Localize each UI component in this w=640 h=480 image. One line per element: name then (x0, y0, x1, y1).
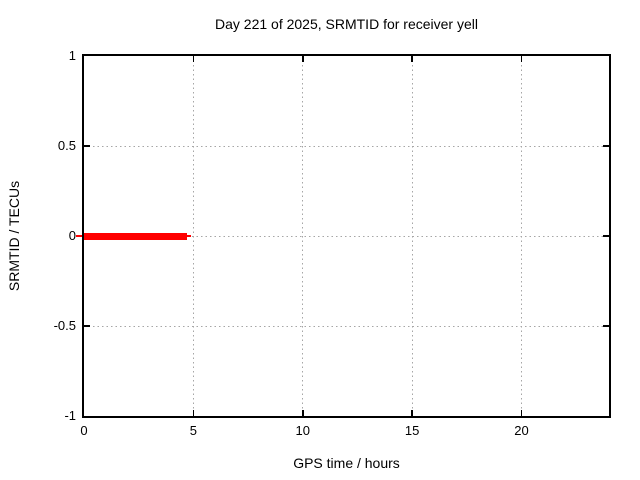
x-tickmark-bottom (192, 410, 195, 416)
y-tick-label: 1 (68, 48, 76, 63)
x-tickmark-top (302, 56, 304, 62)
x-tickmark-top (520, 56, 523, 62)
y-tick-label: -1 (64, 408, 76, 423)
x-tick-label: 0 (80, 423, 88, 438)
y-tick-label: 0.5 (57, 138, 76, 153)
y-gridline (84, 235, 609, 237)
data-line-cap-right (186, 235, 191, 237)
x-tickmark-bottom (411, 410, 413, 416)
y-tick-label: 0 (68, 228, 76, 243)
y-gridline (84, 325, 609, 327)
data-line-cap-left (76, 235, 82, 237)
y-tickmark-right (603, 325, 609, 327)
y-tickmark-right (603, 235, 609, 237)
x-tick-label: 10 (295, 423, 310, 438)
y-tickmark-left (84, 325, 90, 327)
x-tick-label: 15 (404, 423, 420, 438)
x-tick-label: 5 (189, 423, 197, 438)
y-tickmark-right (603, 145, 609, 147)
y-tickmark-left (84, 145, 90, 147)
chart-title: Day 221 of 2025, SRMTID for receiver yel… (215, 16, 478, 32)
x-tickmark-top (411, 56, 413, 62)
plot-canvas (76, 56, 609, 416)
x-tickmark-bottom (520, 410, 523, 416)
y-tick-label: -0.5 (53, 318, 76, 333)
x-tickmark-bottom (302, 410, 304, 416)
x-tick-label: 20 (514, 423, 529, 438)
y-gridline (84, 145, 609, 147)
y-axis-label: SRMTID / TECUs (6, 180, 22, 292)
plot-area (76, 54, 611, 418)
x-tickmark-top (192, 56, 195, 62)
data-line-segment (84, 232, 187, 240)
x-axis-label: GPS time / hours (293, 455, 400, 471)
